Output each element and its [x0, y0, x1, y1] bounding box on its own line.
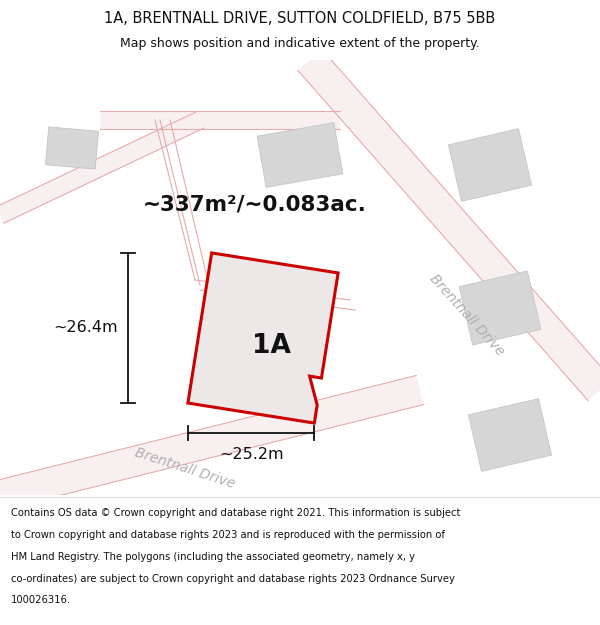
Text: co-ordinates) are subject to Crown copyright and database rights 2023 Ordnance S: co-ordinates) are subject to Crown copyr…	[11, 574, 455, 584]
Polygon shape	[218, 287, 308, 389]
Text: to Crown copyright and database rights 2023 and is reproduced with the permissio: to Crown copyright and database rights 2…	[11, 530, 445, 540]
Text: 100026316.: 100026316.	[11, 596, 71, 606]
Text: 1A, BRENTNALL DRIVE, SUTTON COLDFIELD, B75 5BB: 1A, BRENTNALL DRIVE, SUTTON COLDFIELD, B…	[104, 11, 496, 26]
Polygon shape	[46, 127, 98, 169]
Polygon shape	[469, 399, 551, 471]
Polygon shape	[188, 253, 338, 423]
Text: Brentnall Drive: Brentnall Drive	[133, 445, 237, 491]
Text: ~25.2m: ~25.2m	[219, 447, 283, 462]
Text: 1A: 1A	[251, 333, 290, 359]
Text: ~26.4m: ~26.4m	[53, 321, 118, 336]
Text: Brentnall Drive: Brentnall Drive	[427, 271, 507, 359]
Polygon shape	[448, 129, 532, 201]
Text: HM Land Registry. The polygons (including the associated geometry, namely x, y: HM Land Registry. The polygons (includin…	[11, 552, 415, 562]
Text: Contains OS data © Crown copyright and database right 2021. This information is : Contains OS data © Crown copyright and d…	[11, 508, 460, 518]
Polygon shape	[100, 111, 340, 129]
Polygon shape	[0, 376, 424, 509]
Text: Map shows position and indicative extent of the property.: Map shows position and indicative extent…	[120, 38, 480, 50]
Polygon shape	[298, 49, 600, 401]
Polygon shape	[459, 271, 541, 345]
Polygon shape	[257, 122, 343, 188]
Polygon shape	[0, 112, 204, 223]
Text: ~337m²/~0.083ac.: ~337m²/~0.083ac.	[143, 195, 367, 215]
